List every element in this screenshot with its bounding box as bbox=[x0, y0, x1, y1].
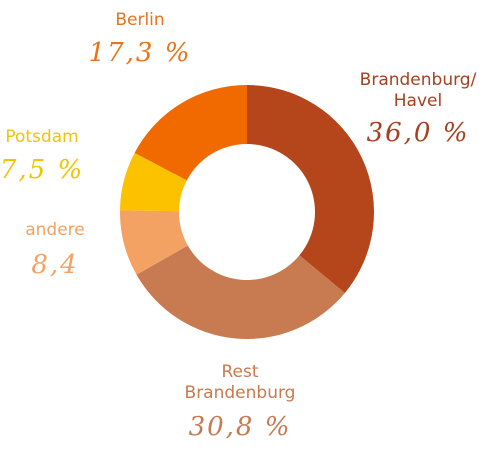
category-label: andere bbox=[25, 220, 85, 240]
value-label: 7,5 % bbox=[0, 155, 85, 185]
category-label: Potsdam bbox=[5, 127, 79, 147]
donut-segment bbox=[136, 245, 345, 339]
value-label: 17,3 % bbox=[88, 38, 192, 68]
donut-segment bbox=[120, 210, 188, 275]
value-label: 36,0 % bbox=[366, 118, 470, 148]
donut-segment bbox=[120, 152, 187, 212]
donut-segment bbox=[134, 85, 247, 181]
category-label: Rest Brandenburg bbox=[184, 362, 296, 403]
value-label: 8,4 bbox=[31, 250, 79, 280]
category-label: Berlin bbox=[115, 10, 165, 30]
value-label: 30,8 % bbox=[188, 412, 292, 442]
donut-segment bbox=[247, 85, 375, 293]
category-label: Brandenburg/ Havel bbox=[359, 70, 477, 111]
